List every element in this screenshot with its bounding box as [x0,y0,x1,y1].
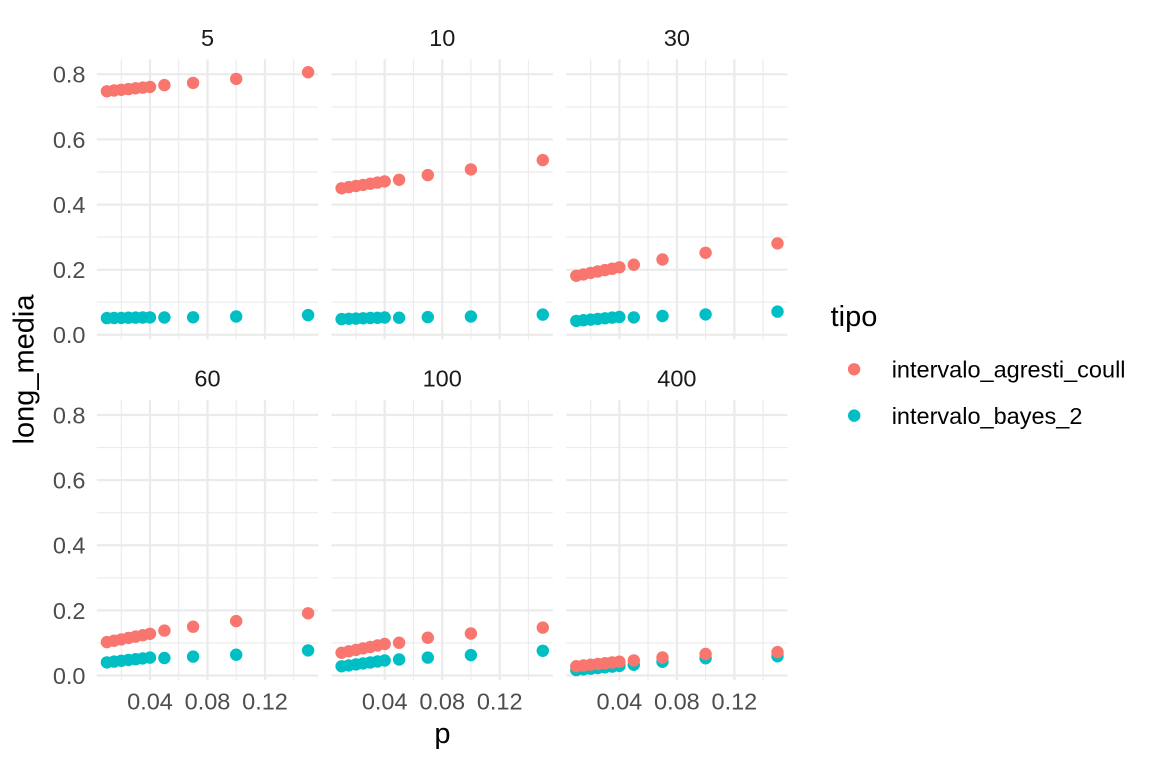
svg-text:0.4: 0.4 [53,192,86,218]
svg-text:0.4: 0.4 [53,533,86,559]
svg-text:0.0: 0.0 [53,322,86,348]
svg-text:5: 5 [201,25,214,51]
svg-text:p: p [434,718,450,750]
svg-text:tipo: tipo [831,301,878,333]
svg-text:0.04: 0.04 [362,689,408,715]
svg-text:0.08: 0.08 [654,689,700,715]
svg-text:0.12: 0.12 [477,689,523,715]
svg-text:0.04: 0.04 [597,689,643,715]
svg-text:0.6: 0.6 [53,127,86,153]
svg-text:400: 400 [657,366,696,392]
svg-text:100: 100 [423,366,462,392]
svg-text:60: 60 [194,366,220,392]
svg-text:30: 30 [664,25,690,51]
svg-text:10: 10 [429,25,455,51]
svg-text:0.04: 0.04 [127,689,173,715]
svg-text:0.2: 0.2 [53,257,86,283]
svg-text:0.8: 0.8 [53,62,86,88]
svg-text:0.08: 0.08 [419,689,465,715]
svg-text:intervalo_agresti_coull: intervalo_agresti_coull [892,357,1126,383]
svg-text:intervalo_bayes_2: intervalo_bayes_2 [892,403,1083,429]
svg-text:0.6: 0.6 [53,468,86,494]
svg-text:0.8: 0.8 [53,402,86,428]
svg-text:0.08: 0.08 [185,689,231,715]
svg-text:0.12: 0.12 [242,689,288,715]
svg-text:0.2: 0.2 [53,598,86,624]
svg-text:0.12: 0.12 [712,689,758,715]
svg-text:0.0: 0.0 [53,663,86,689]
svg-text:long_media: long_media [9,294,41,445]
